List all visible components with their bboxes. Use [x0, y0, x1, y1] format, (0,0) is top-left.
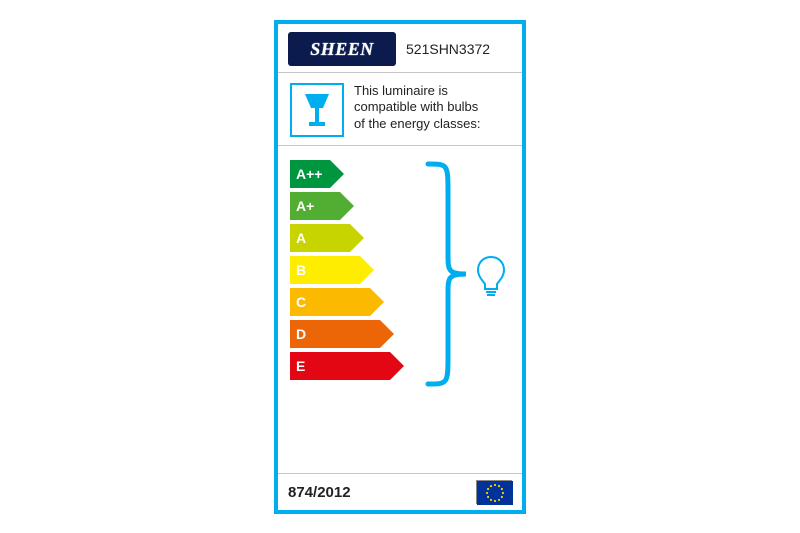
energy-class-row: E: [290, 352, 420, 380]
brand-name: SHEEN: [310, 39, 374, 60]
energy-class-row: A: [290, 224, 420, 252]
energy-class-arrows: A++ A+ ABCDE: [290, 160, 420, 384]
energy-class-label: D: [296, 320, 306, 348]
energy-class-label: A+: [296, 192, 314, 220]
bulb-outline-icon: [474, 254, 508, 300]
energy-class-row: B: [290, 256, 420, 284]
energy-arrow-head: [340, 192, 354, 220]
lamp-icon-box: [290, 83, 344, 137]
compat-line-1: This luminaire is: [354, 83, 480, 99]
header-row: SHEEN 521SHN3372: [278, 24, 522, 72]
energy-arrow-head: [370, 288, 384, 316]
brand-badge: SHEEN: [288, 32, 396, 66]
energy-arrow-head: [350, 224, 364, 252]
energy-class-row: A++: [290, 160, 420, 188]
energy-chart-area: A++ A+ ABCDE: [278, 146, 522, 473]
energy-class-label: B: [296, 256, 306, 284]
energy-class-label: A: [296, 224, 306, 252]
energy-class-label: A++: [296, 160, 322, 188]
compat-line-2: compatible with bulbs: [354, 99, 480, 115]
energy-arrow-head: [380, 320, 394, 348]
energy-class-label: C: [296, 288, 306, 316]
energy-class-label: E: [296, 352, 305, 380]
energy-arrow-head: [390, 352, 404, 380]
compatibility-row: This luminaire is compatible with bulbs …: [278, 73, 522, 145]
energy-arrow-head: [330, 160, 344, 188]
eu-flag-icon: [476, 480, 512, 504]
footer-row: 874/2012: [278, 474, 522, 510]
regulation-code: 874/2012: [288, 484, 351, 501]
energy-class-row: D: [290, 320, 420, 348]
energy-class-row: C: [290, 288, 420, 316]
compat-line-3: of the energy classes:: [354, 116, 480, 132]
energy-label-card: SHEEN 521SHN3372 This luminaire is compa…: [274, 20, 526, 514]
energy-class-row: A+: [290, 192, 420, 220]
compatibility-text: This luminaire is compatible with bulbs …: [354, 83, 480, 132]
table-lamp-icon: [297, 90, 337, 130]
curly-brace-icon: [420, 156, 472, 392]
model-code: 521SHN3372: [406, 41, 490, 57]
energy-arrow-head: [360, 256, 374, 284]
